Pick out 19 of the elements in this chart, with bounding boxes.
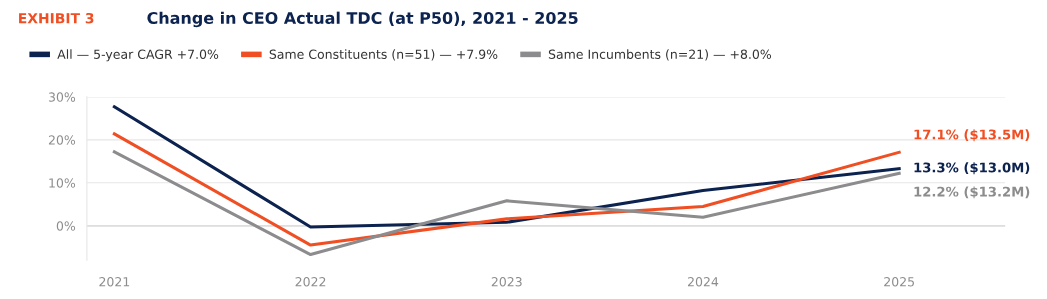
x-tick-label: 2024 [687,277,719,287]
y-tick-label: 30% [48,92,76,102]
line-series [112,150,901,257]
legend-label: Same Incumbents (n=21) — +8.0% [548,49,772,61]
legend-label: All — 5-year CAGR +7.0% [57,49,219,62]
y-tick-label: 0% [56,221,76,231]
x-tick-label: 2023 [491,277,522,287]
line-series [112,132,901,247]
y-tick-label: 20% [48,135,76,145]
annotation: 12.2% ($13.2M) [914,186,1030,199]
y-tick-label: 10% [49,178,76,188]
annotation: 13.3% ($13.0M) [914,162,1030,175]
x-tick-label: 2022 [295,277,326,287]
annotation: 17.1% ($13.5M) [914,129,1030,142]
legend-label: Same Constituents (n=51) — +7.9% [269,49,498,61]
chart-subtitle: EXHIBIT 3 [19,12,94,24]
chart-title: Change in CEO Actual TDC (at P50), 2021 - 2025 [147,11,578,28]
x-tick-label: 2021 [99,277,130,287]
x-tick-label: 2025 [884,277,914,287]
